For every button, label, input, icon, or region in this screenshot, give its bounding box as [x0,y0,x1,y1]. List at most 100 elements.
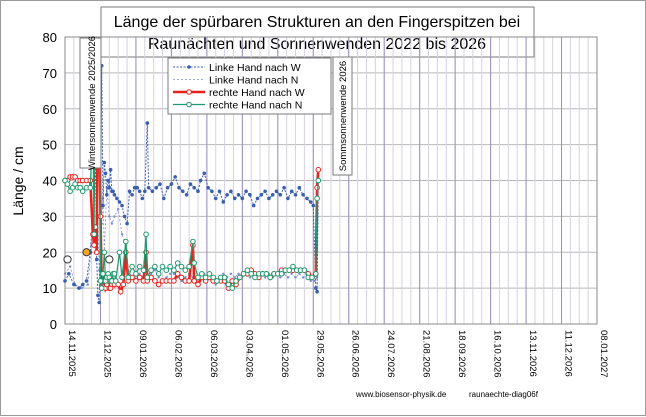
data-point [159,263,166,270]
data-point [144,274,151,281]
data-point [135,185,139,190]
data-point [314,286,318,290]
data-point [297,185,302,190]
data-point [315,289,319,294]
data-point [294,276,297,279]
data-point [206,271,213,277]
data-point [133,278,139,284]
title-box [100,6,535,58]
data-point [136,274,143,281]
data-point [171,278,177,284]
data-point [181,189,185,194]
data-point [150,189,155,194]
data-point [112,278,119,284]
data-point [117,288,124,295]
data-point [120,233,124,236]
data-point [91,242,97,248]
data-point [122,214,127,219]
data-point [140,196,145,201]
y-tick-label: 60 [43,102,57,117]
data-point [244,189,248,194]
data-point [67,272,71,276]
data-point [177,185,181,190]
annotation-marker [63,255,72,264]
summer-annotation-box [332,56,353,176]
data-point [172,272,176,275]
data-point [229,189,233,194]
legend-label: rechte Hand nach N [209,100,302,112]
annotation-marker [105,255,114,264]
data-point [111,271,118,277]
x-tick-label: 12.12.2025 [101,330,112,378]
data-point [186,263,192,270]
data-point [274,189,279,194]
data-point [153,269,157,272]
data-point [146,185,151,190]
chart-title-line2: Raunächten und Sonnenwenden 2022 bis 202… [148,36,486,53]
x-tick-label: 29.05.2026 [314,330,325,378]
annotation-marker [82,248,91,257]
data-point [301,276,305,279]
data-point [286,196,290,201]
legend-swatch-marker [186,101,192,108]
data-point [129,263,135,270]
data-point [236,193,241,197]
data-point [168,272,172,275]
data-point [214,283,217,286]
data-point [184,276,187,279]
data-point [98,285,105,291]
data-point [94,257,99,262]
data-point [154,185,158,190]
data-point [240,271,247,277]
x-tick-labels: 14.11.2025 12.12.2025 09.01.2026 06.02.2026… [66,330,609,378]
y-tick-label: 20 [43,245,57,260]
data-point [158,182,162,186]
data-point [169,182,174,186]
y-tick-label: 0 [50,317,57,332]
data-point [174,260,181,266]
x-tick-label: 24.07.2026 [385,330,396,378]
data-point [206,185,210,190]
data-point [195,274,201,281]
data-point [270,193,275,197]
data-point [191,278,197,284]
x-tick-label: 01.05.2026 [279,330,290,378]
data-point [263,276,267,279]
data-point [113,215,116,218]
data-point [315,166,322,173]
data-point [117,200,122,204]
y-tick-label: 70 [43,66,57,81]
data-point [195,281,201,288]
data-point [106,178,110,183]
footer-website: www.biosensor-physik.de [355,390,447,399]
data-point [293,193,298,197]
data-point [72,174,78,180]
data-point [289,189,294,194]
chart-title-line1: Länge der spürbaren Strukturen an den Fi… [114,14,520,31]
data-point [140,267,147,274]
data-point [182,267,189,274]
data-point [143,231,149,238]
data-point [155,281,162,288]
x-tick-label: 13.11.2026 [527,330,538,377]
data-point [105,193,109,197]
data-point [225,281,232,288]
x-tick-label: 14.11.2025 [66,330,77,377]
data-point [80,282,85,287]
data-point [279,276,282,279]
data-point [107,185,112,190]
data-point [167,263,173,270]
data-point [278,193,283,197]
data-point [136,263,143,270]
data-point [255,196,260,201]
winter-annotation-box [79,37,102,169]
data-point [137,189,142,194]
y-tick-label: 50 [43,138,57,153]
x-tick-label: 11.12.2026 [563,330,574,377]
data-point [248,193,252,197]
data-point [79,188,86,195]
data-point [267,196,271,201]
data-point [101,249,108,256]
data-point [282,185,286,190]
